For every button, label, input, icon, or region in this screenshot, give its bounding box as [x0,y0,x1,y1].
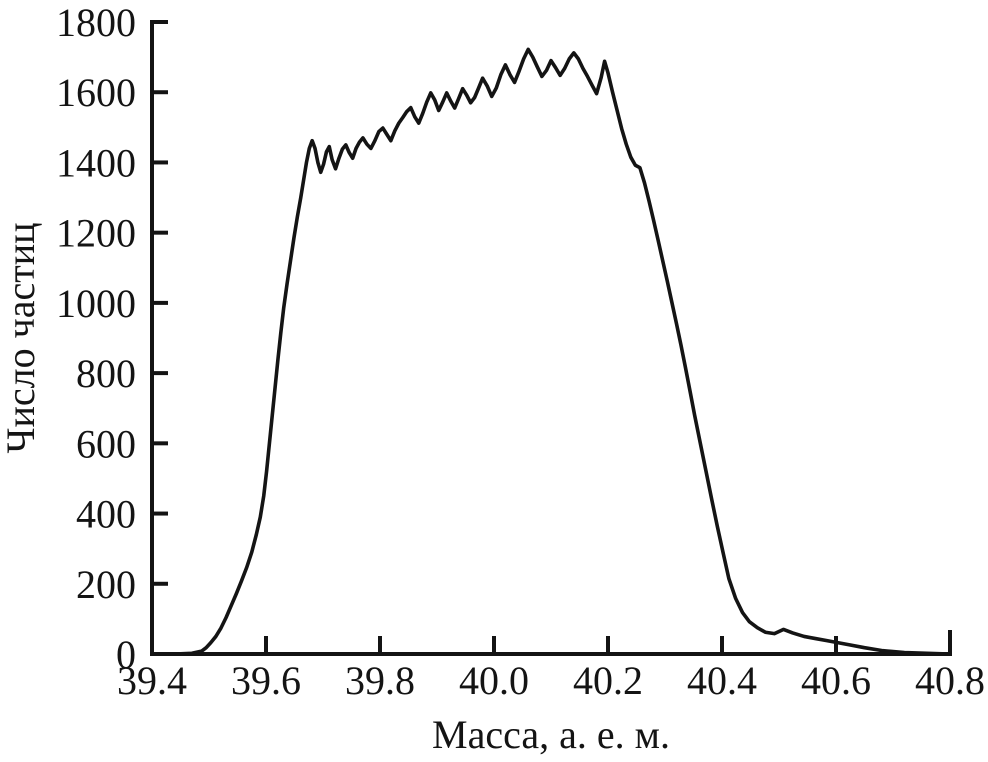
y-tick-label: 1400 [56,140,136,185]
y-axis-tick-marks [152,20,168,656]
y-tick-label: 1800 [56,0,136,45]
x-tick-label: 39.8 [345,658,415,703]
y-tick-label: 1200 [56,211,136,256]
x-axis-title: Масса, а. е. м. [432,712,670,757]
y-tick-label: 1600 [56,70,136,115]
y-tick-label: 200 [76,562,136,607]
x-tick-label: 40.4 [687,658,757,703]
x-tick-label: 40.0 [459,658,529,703]
y-tick-label: 0 [116,632,136,677]
y-tick-label: 800 [76,351,136,396]
axis-frame [150,20,952,656]
x-tick-label: 39.4 [117,658,187,703]
x-tick-label: 40.2 [573,658,643,703]
x-tick-label: 40.6 [801,658,871,703]
y-tick-label: 1000 [56,281,136,326]
x-tick-label: 40.8 [915,658,985,703]
data-series-line [150,47,952,656]
y-axis-title: Число частиц [0,222,43,453]
y-tick-label: 600 [76,421,136,466]
x-axis-tick-labels: 39.4 39.6 39.8 40.0 40.2 40.4 40.6 40.8 [117,658,985,703]
x-tick-label: 39.6 [231,658,301,703]
y-tick-label: 400 [76,492,136,537]
y-axis-tick-labels: 0 200 400 600 800 1000 1200 1400 1600 1800 [56,0,136,677]
